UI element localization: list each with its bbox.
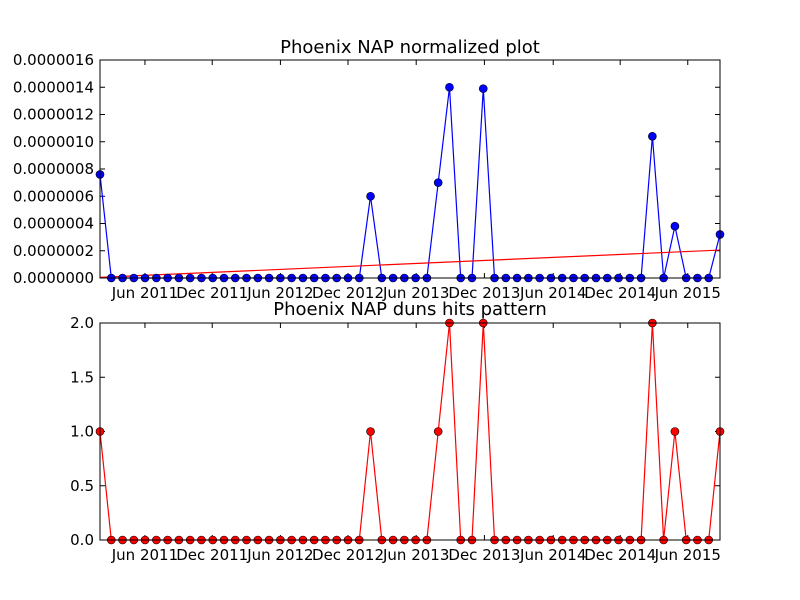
y-tick-label: 0.0000008 <box>13 160 94 178</box>
y-tick-label: 0.0000002 <box>13 242 94 260</box>
y-tick-label: 0.0000000 <box>13 269 94 287</box>
trend-line <box>99 249 721 278</box>
x-tick-label: Jun 2013 <box>382 284 449 302</box>
y-tick-label: 0.0000004 <box>13 215 94 233</box>
data-point <box>366 191 375 201</box>
x-tick-label: Jun 2011 <box>111 546 178 564</box>
duns-hits-plot: Phoenix NAP duns hits pattern 0.0 0.5 1.0 1… <box>70 299 725 564</box>
x-tick-label: Jun 2014 <box>519 284 586 302</box>
y-tick-label: 0.0000014 <box>13 78 94 96</box>
x-tick-label: Dec 2014 <box>584 546 656 564</box>
x-tick-label: Dec 2013 <box>448 284 520 302</box>
chart-title: Phoenix NAP normalized plot <box>280 37 540 58</box>
y-tick-label: 2.0 <box>70 314 94 332</box>
x-tick-label: Jun 2012 <box>246 546 313 564</box>
x-tick-label: Dec 2013 <box>448 546 520 564</box>
x-tick-label: Dec 2014 <box>584 284 656 302</box>
x-tick-label: Dec 2012 <box>312 284 384 302</box>
y-tick-label: 0.0 <box>70 531 94 549</box>
axes-frame <box>99 322 721 541</box>
chart-title: Phoenix NAP duns hits pattern <box>273 299 547 320</box>
y-tick-label: 0.0000016 <box>13 51 94 69</box>
data-point <box>670 427 680 436</box>
x-tick-label: Dec 2011 <box>176 546 248 564</box>
y-tick-label: 0.5 <box>70 477 94 495</box>
y-tick-label: 0.0000010 <box>13 133 94 151</box>
data-point <box>433 427 443 436</box>
x-tick-label: Jun 2011 <box>111 284 178 302</box>
data-point <box>433 178 443 187</box>
data-point <box>648 132 657 141</box>
x-tick-label: Jun 2013 <box>382 546 449 564</box>
x-tick-label: Jun 2012 <box>246 284 313 302</box>
data-point <box>445 82 454 92</box>
normalized-plot: Phoenix NAP normalized plot 0.0000000 0.0… <box>13 37 725 302</box>
x-tick-label: Jun 2015 <box>654 546 721 564</box>
data-point <box>478 84 488 93</box>
x-tick-label: Jun 2014 <box>519 546 586 564</box>
y-tick-label: 0.0000012 <box>13 106 94 124</box>
y-tick-label: 1.0 <box>70 423 94 441</box>
y-tick-label: 1.5 <box>70 368 94 386</box>
y-tick-label: 0.0000006 <box>13 187 94 205</box>
x-tick-label: Jun 2015 <box>654 284 721 302</box>
data-point <box>366 427 375 436</box>
x-tick-label: Dec 2012 <box>312 546 384 564</box>
axes-frame <box>99 59 721 279</box>
x-tick-label: Dec 2011 <box>176 284 248 302</box>
data-point <box>670 221 680 231</box>
